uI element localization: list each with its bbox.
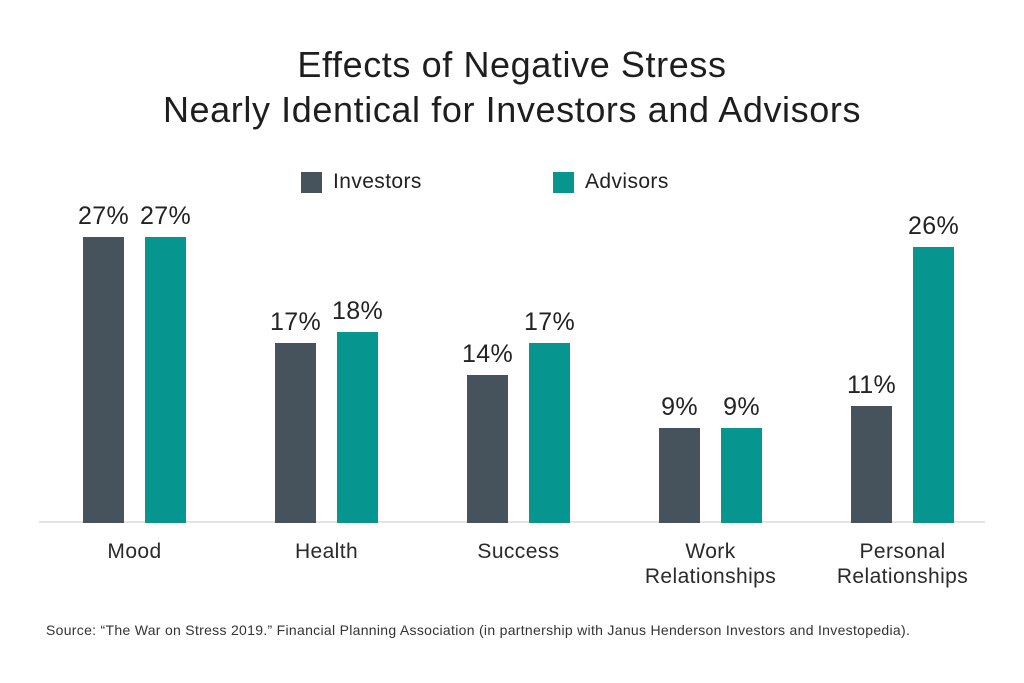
bar-value-label-advisors-0: 27%	[140, 202, 191, 230]
category-label-1: Health	[294, 540, 359, 563]
bar-value-label-investors-3: 9%	[661, 393, 698, 421]
category-label-2: Success	[477, 540, 560, 563]
legend-swatch-investors-icon	[301, 171, 322, 193]
bar-advisors-4	[913, 247, 954, 523]
category-label-4: Personal Relationships	[836, 540, 969, 588]
legend-label-investors: Investors	[333, 170, 422, 193]
bar-advisors-0	[145, 237, 186, 523]
category-label-0: Mood	[107, 540, 162, 563]
bar-investors-3	[659, 428, 700, 523]
legend-item-advisors: Advisors	[553, 170, 669, 194]
bar-value-label-investors-1: 17%	[270, 308, 321, 336]
bar-value-label-advisors-1: 18%	[332, 297, 383, 325]
bar-advisors-1	[337, 332, 378, 523]
bar-value-label-advisors-4: 26%	[908, 212, 959, 240]
x-axis-line	[39, 521, 985, 523]
bar-value-label-advisors-3: 9%	[723, 393, 760, 421]
chart-title: Effects of Negative Stress Nearly Identi…	[162, 44, 862, 130]
legend-swatch-advisors-icon	[553, 171, 574, 193]
bar-investors-2	[467, 375, 508, 523]
legend-item-investors: Investors	[301, 170, 422, 194]
bar-value-label-investors-4: 11%	[846, 371, 897, 399]
bar-value-label-investors-0: 27%	[78, 202, 129, 230]
bar-investors-0	[83, 237, 124, 523]
category-label-3: Work Relationships	[644, 540, 777, 588]
bar-investors-1	[275, 343, 316, 523]
bar-value-label-advisors-2: 17%	[524, 308, 575, 336]
bar-investors-4	[851, 406, 892, 523]
bar-value-label-investors-2: 14%	[462, 340, 513, 368]
bar-advisors-2	[529, 343, 570, 523]
bar-advisors-3	[721, 428, 762, 523]
legend-label-advisors: Advisors	[585, 170, 669, 193]
source-note: Source: “The War on Stress 2019.” Financ…	[46, 622, 911, 638]
